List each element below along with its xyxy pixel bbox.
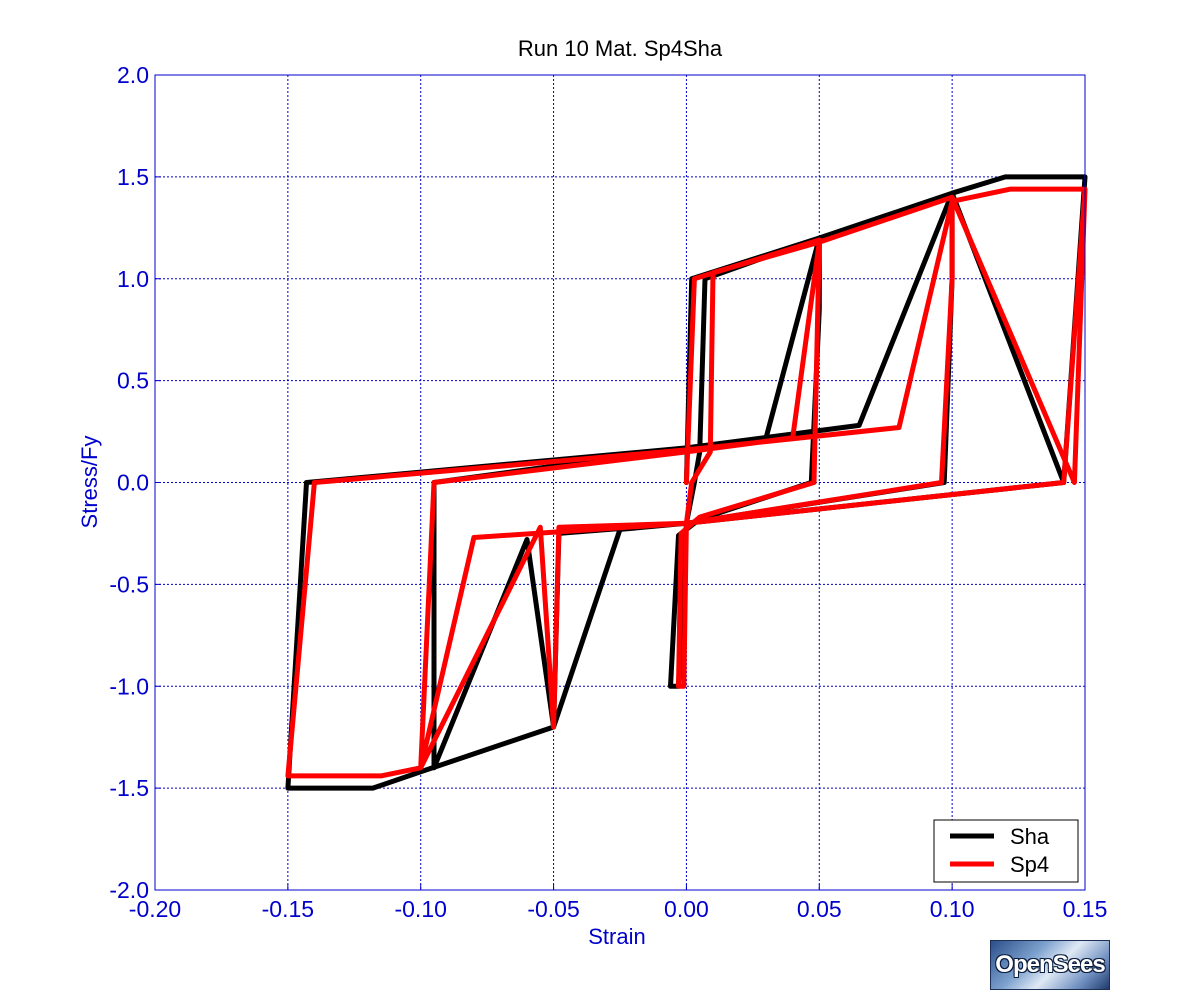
y-tick-label: 1.5	[117, 164, 149, 190]
chart-title: Run 10 Mat. Sp4Sha	[518, 36, 723, 61]
x-tick-label: -0.20	[129, 896, 181, 922]
x-axis-label: Strain	[588, 924, 645, 949]
legend-label-sp4: Sp4	[1010, 852, 1049, 877]
y-tick-label: 2.0	[117, 62, 149, 88]
y-tick-label: 0.0	[117, 470, 149, 496]
x-tick-label: 0.00	[664, 896, 709, 922]
y-tick-label: -1.0	[109, 673, 149, 699]
y-tick-label: 1.0	[117, 266, 149, 292]
x-axis-ticks: -0.20 -0.15 -0.10 -0.05 0.00 0.05 0.10 0.15	[129, 884, 1108, 922]
y-tick-label: -1.5	[109, 775, 149, 801]
y-tick-label: 0.5	[117, 368, 149, 394]
series-layer	[285, 174, 1088, 791]
grid	[155, 75, 1085, 890]
legend-label-sha: Sha	[1010, 824, 1050, 849]
x-tick-label: 0.05	[797, 896, 842, 922]
y-axis-ticks: 2.0 1.5 1.0 0.5 0.0 -0.5 -1.0 -1.5 -2.0	[109, 62, 161, 903]
y-tick-label: -2.0	[109, 877, 149, 903]
y-axis-label: Stress/Fy	[77, 436, 102, 529]
legend-box	[933, 819, 1079, 883]
opensees-logo: OpenSees	[990, 940, 1110, 990]
x-tick-label: -0.05	[527, 896, 579, 922]
y-tick-label: -0.5	[109, 571, 149, 597]
series-line-sha	[285, 174, 1088, 791]
x-tick-label: -0.10	[394, 896, 446, 922]
x-tick-label: 0.15	[1063, 896, 1108, 922]
x-tick-label: 0.10	[930, 896, 975, 922]
x-tick-label: -0.15	[262, 896, 314, 922]
legend: Sha Sp4	[933, 819, 1079, 883]
series-line-sp4	[285, 186, 1088, 779]
opensees-logo-text: OpenSees	[995, 951, 1105, 978]
